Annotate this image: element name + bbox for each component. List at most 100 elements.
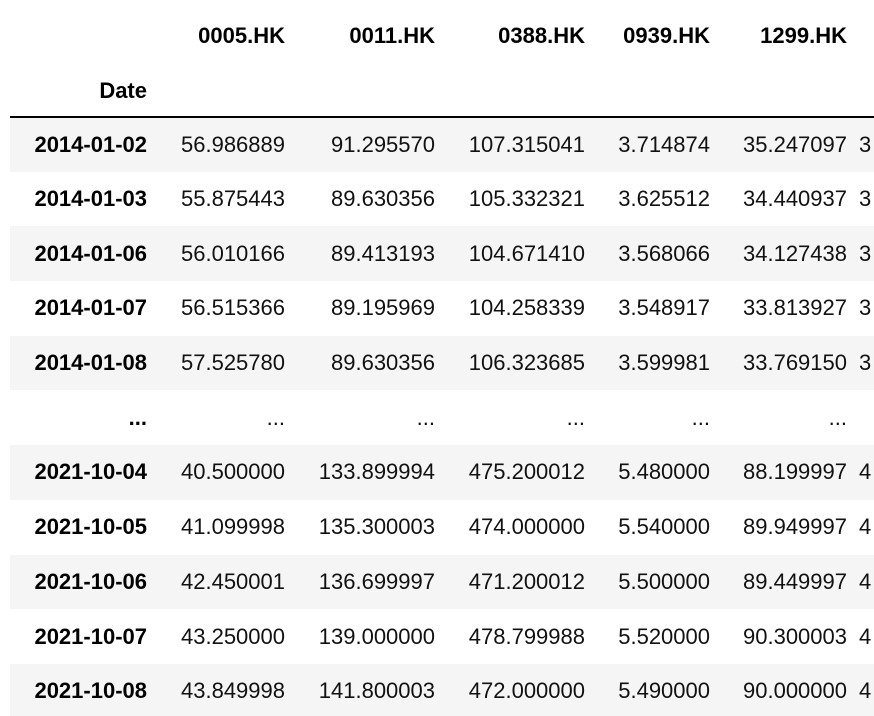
table-cell: 475.200012 xyxy=(468,459,585,485)
clipped-column-header xyxy=(859,0,874,72)
clipped-cell: 4 xyxy=(859,459,872,485)
table-cell: 55.875443 xyxy=(181,186,285,212)
table-cell: 133.899994 xyxy=(318,459,435,485)
table-cell: 474.000000 xyxy=(468,514,585,540)
table-cell: 89.413193 xyxy=(331,240,435,266)
index-name: Date xyxy=(99,78,147,103)
table-cell: 107.315041 xyxy=(468,131,585,157)
table-cell: 35.247097 xyxy=(743,131,847,157)
table-cell: 57.525780 xyxy=(181,350,285,376)
table-cell: ... xyxy=(691,404,710,430)
clipped-cell: 3 xyxy=(859,186,872,212)
table-cell: 89.949997 xyxy=(743,514,847,540)
table-cell: ... xyxy=(566,404,585,430)
table-cell: 471.200012 xyxy=(468,568,585,594)
clipped-cell: 4 xyxy=(859,568,872,594)
table-cell: 89.630356 xyxy=(331,350,435,376)
table-cell: 139.000000 xyxy=(318,623,435,649)
table-row: 2021-10-07 43.250000 139.000000 478.799988 5… xyxy=(10,609,874,664)
table-cell: 88.199997 xyxy=(743,459,847,485)
table-row: 2014-01-07 56.515366 89.195969 104.258339 3.… xyxy=(10,281,874,336)
table-cell: 33.769150 xyxy=(743,350,847,376)
table-cell: 56.986889 xyxy=(181,131,285,157)
table-cell: 105.332321 xyxy=(468,186,585,212)
clipped-cell: 4 xyxy=(859,623,872,649)
clipped-cell: 4 xyxy=(859,678,872,704)
table-cell: 3.714874 xyxy=(618,131,710,157)
table-cell: 43.849998 xyxy=(181,678,285,704)
row-index-label: 2021-10-05 xyxy=(34,514,147,540)
row-index-label: ... xyxy=(128,404,147,430)
index-corner-cell xyxy=(10,0,159,72)
table-cell: 40.500000 xyxy=(181,459,285,485)
row-index-label: 2021-10-04 xyxy=(34,459,147,485)
row-index-label: 2014-01-06 xyxy=(34,240,147,266)
table-cell: 90.300003 xyxy=(743,623,847,649)
table-cell: 135.300003 xyxy=(318,514,435,540)
table-row: 2014-01-02 56.986889 91.295570 107.315041 3.… xyxy=(10,117,874,172)
table-cell: ... xyxy=(416,404,435,430)
clipped-cell: 3 xyxy=(859,295,872,321)
row-index-label: 2014-01-08 xyxy=(34,350,147,376)
table-row: 2021-10-04 40.500000 133.899994 475.200012 5… xyxy=(10,445,874,500)
table-cell: 3.568066 xyxy=(618,240,710,266)
table-row: 2021-10-08 43.849998 141.800003 472.000000 5… xyxy=(10,663,874,716)
clipped-cell xyxy=(859,390,874,445)
table-body: 2014-01-02 56.986889 91.295570 107.315041 3.… xyxy=(10,117,874,716)
table-cell: 34.440937 xyxy=(743,186,847,212)
row-index-label: 2014-01-02 xyxy=(34,131,147,157)
table-cell: 90.000000 xyxy=(743,678,847,704)
index-name-row: Date xyxy=(10,72,874,117)
table-cell: 104.258339 xyxy=(468,295,585,321)
table-row: .................. xyxy=(10,390,874,446)
table-cell: 91.295570 xyxy=(331,131,435,157)
row-index-label: 2021-10-08 xyxy=(34,678,147,704)
column-header: 0388.HK xyxy=(498,23,585,48)
table-row: 2014-01-03 55.875443 89.630356 105.332321 3.… xyxy=(10,171,874,227)
row-index-label: 2021-10-06 xyxy=(34,568,147,594)
column-header: 0011.HK xyxy=(349,23,435,48)
table-header: 0005.HK 0011.HK 0388.HK 0939.HK 1299.HK … xyxy=(10,0,874,117)
table-cell: 3.548917 xyxy=(618,295,710,321)
table-row: 2014-01-06 56.010166 89.413193 104.671410 3.… xyxy=(10,226,874,282)
row-index-label: 2014-01-07 xyxy=(34,295,147,321)
column-header: 1299.HK xyxy=(760,23,847,48)
table-cell: ... xyxy=(828,404,847,430)
table-cell: 42.450001 xyxy=(181,568,285,594)
column-header-row: 0005.HK 0011.HK 0388.HK 0939.HK 1299.HK xyxy=(10,0,874,72)
table-cell: 5.490000 xyxy=(618,678,710,704)
table-cell: 41.099998 xyxy=(181,514,285,540)
table-cell: 56.515366 xyxy=(181,295,285,321)
clipped-cell: 3 xyxy=(859,240,872,266)
column-header: 0005.HK xyxy=(198,23,285,48)
dataframe-table: 0005.HK 0011.HK 0388.HK 0939.HK 1299.HK … xyxy=(10,0,874,716)
table-cell: 104.671410 xyxy=(468,240,585,266)
table-cell: 89.195969 xyxy=(331,295,435,321)
table-cell: 3.625512 xyxy=(618,186,710,212)
clipped-cell: 4 xyxy=(859,514,872,540)
table-cell: 34.127438 xyxy=(743,240,847,266)
table-cell: 89.630356 xyxy=(331,186,435,212)
table-cell: 33.813927 xyxy=(743,295,847,321)
table-cell: 56.010166 xyxy=(181,240,285,266)
column-header: 0939.HK xyxy=(623,23,710,48)
table-row: 2021-10-05 41.099998 135.300003 474.000000 5… xyxy=(10,499,874,555)
table-cell: ... xyxy=(266,404,285,430)
table-cell: 141.800003 xyxy=(318,678,435,704)
table-cell: 478.799988 xyxy=(468,623,585,649)
table-cell: 472.000000 xyxy=(468,678,585,704)
dataframe-output: 0005.HK 0011.HK 0388.HK 0939.HK 1299.HK … xyxy=(10,0,874,716)
clipped-cell: 3 xyxy=(859,131,872,157)
row-index-label: 2014-01-03 xyxy=(34,186,147,212)
row-index-label: 2021-10-07 xyxy=(34,623,147,649)
table-cell: 3.599981 xyxy=(618,350,710,376)
table-row: 2014-01-08 57.525780 89.630356 106.323685 3.… xyxy=(10,335,874,391)
table-cell: 106.323685 xyxy=(468,350,585,376)
table-cell: 136.699997 xyxy=(318,568,435,594)
table-cell: 5.520000 xyxy=(618,623,710,649)
table-cell: 5.480000 xyxy=(618,459,710,485)
table-row: 2021-10-06 42.450001 136.699997 471.200012 5… xyxy=(10,554,874,610)
table-cell: 43.250000 xyxy=(181,623,285,649)
table-cell: 5.540000 xyxy=(618,514,710,540)
table-cell: 5.500000 xyxy=(618,568,710,594)
